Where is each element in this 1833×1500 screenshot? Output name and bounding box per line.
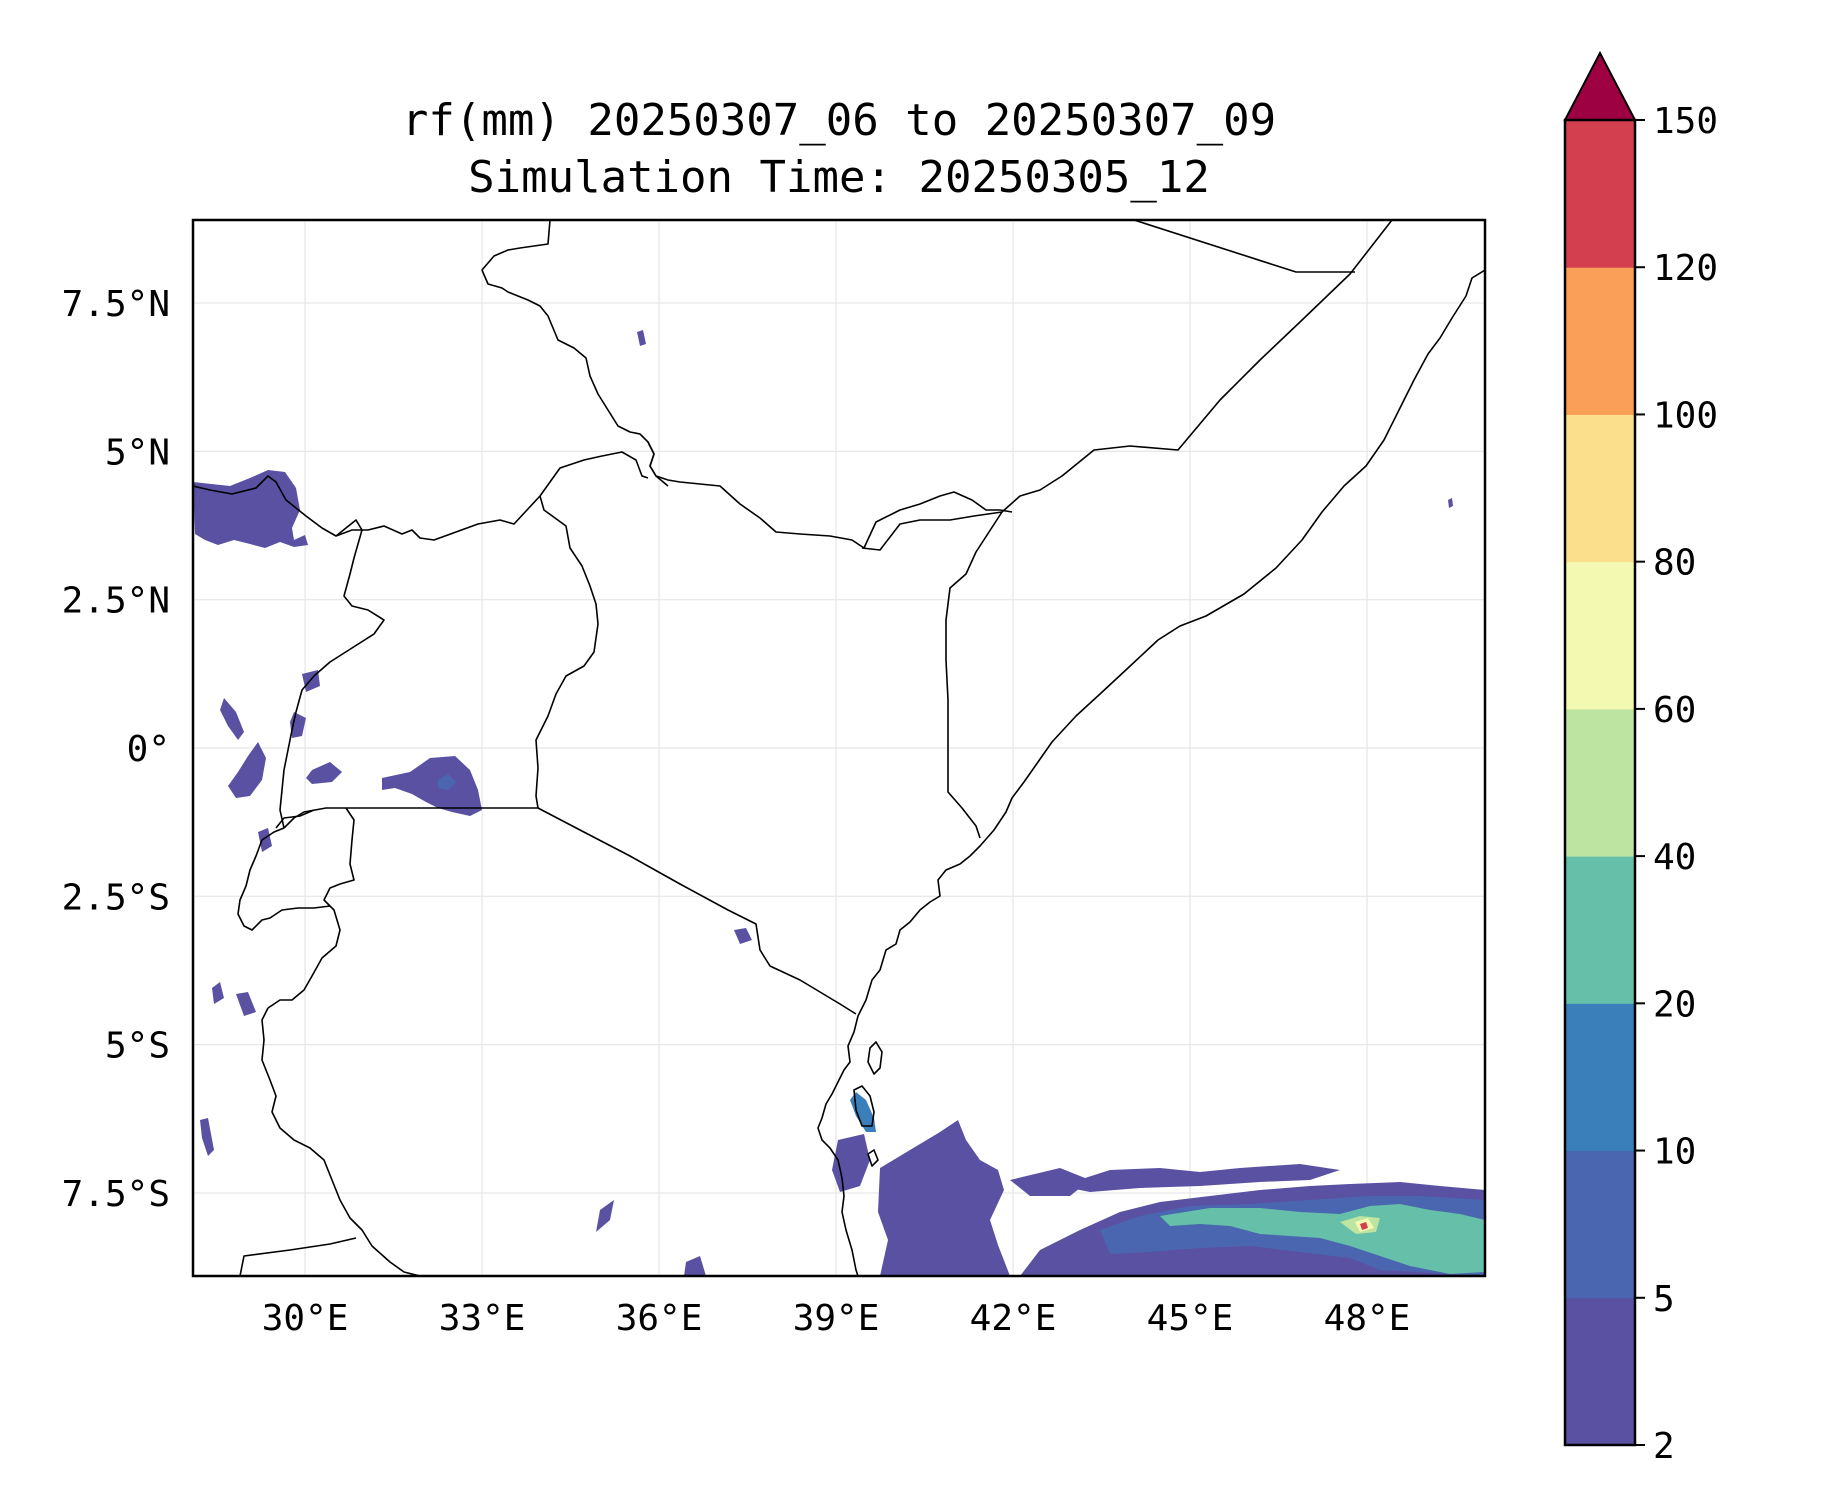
colorbar-segment bbox=[1565, 708, 1635, 857]
colorbar-tick-label: 20 bbox=[1653, 984, 1696, 1025]
colorbar-segment bbox=[1565, 1150, 1635, 1299]
rain-patch-band-peak bbox=[1360, 1222, 1368, 1230]
rain-patch-lake-victoria-core bbox=[438, 774, 456, 790]
colorbar-extend-arrow bbox=[1563, 50, 1637, 121]
colorbar-frame bbox=[1563, 118, 1637, 1447]
colorbar-segment bbox=[1565, 120, 1635, 268]
colorbar-segment bbox=[1565, 856, 1635, 1004]
rain-patch-band-teal bbox=[1160, 1204, 1485, 1274]
rain-patch-indian-ocean-mid bbox=[1010, 1168, 1090, 1196]
colorbar-segment bbox=[1565, 414, 1635, 563]
colorbar-tick-labels: 2 5 10 20 40 60 80 100 120 150 bbox=[1635, 101, 1718, 1467]
lon-tick-label: 45°E bbox=[1147, 1298, 1234, 1339]
border-somalia-north bbox=[1133, 220, 1355, 273]
map-title-line2: Simulation Time: 20250305_12 bbox=[468, 152, 1210, 203]
rain-patch-tanzania-central bbox=[596, 1200, 614, 1232]
border-ethiopia-somalia bbox=[1001, 220, 1393, 513]
rain-patch-uganda-west bbox=[306, 762, 342, 784]
border-kenya-ethiopia bbox=[861, 511, 1003, 551]
border-south-sudan-kenya-north bbox=[539, 451, 649, 497]
lat-tick-label: 7.5°N bbox=[62, 284, 170, 325]
colorbar-tick-label: 60 bbox=[1653, 690, 1696, 731]
border-south-sudan-west bbox=[193, 475, 541, 541]
rain-patch-drc-2 bbox=[228, 742, 266, 798]
lat-tick-label: 5°S bbox=[105, 1026, 170, 1067]
rain-patch-south-sudan bbox=[193, 470, 308, 548]
rain-patch-lake-victoria bbox=[382, 756, 482, 816]
colorbar-tick-label: 150 bbox=[1653, 101, 1718, 142]
latitude-tick-labels: 7.5°N 5°N 2.5°N 0° 2.5°S 5°S 7.5°S bbox=[62, 284, 170, 1215]
lon-tick-label: 42°E bbox=[970, 1298, 1057, 1339]
border-uganda-kenya bbox=[535, 495, 599, 809]
lon-tick-label: 36°E bbox=[616, 1298, 703, 1339]
border-south-sudan-north bbox=[481, 220, 669, 487]
rain-patch-kenya-coast-north bbox=[734, 928, 752, 944]
rain-patch-rwanda bbox=[258, 828, 272, 852]
colorbar-segment bbox=[1565, 1003, 1635, 1152]
rain-patch-ethiopia bbox=[637, 330, 646, 346]
colorbar-segment bbox=[1565, 561, 1635, 710]
colorbar: 2 5 10 20 40 60 80 100 120 150 bbox=[1563, 50, 1718, 1467]
gridlines bbox=[193, 220, 1485, 1276]
colorbar-segment bbox=[1565, 267, 1635, 415]
colorbar-segment bbox=[1565, 1297, 1635, 1446]
longitude-tick-labels: 30°E 33°E 36°E 39°E 42°E 45°E 48°E bbox=[262, 1298, 1411, 1339]
lat-tick-label: 2.5°N bbox=[62, 581, 170, 622]
colorbar-tick-label: 120 bbox=[1653, 248, 1718, 289]
rain-patch-indian-ocean-west bbox=[878, 1120, 1010, 1276]
colorbar-tick-label: 5 bbox=[1653, 1279, 1675, 1320]
rain-patch-drc-1 bbox=[220, 698, 244, 740]
colorbar-segments bbox=[1565, 120, 1635, 1446]
border-tanzania-zambia bbox=[239, 1237, 357, 1276]
island-mafia bbox=[867, 1149, 879, 1167]
border-drc-west-uganda-south bbox=[275, 809, 315, 829]
rain-patch-somalia-coast bbox=[1448, 498, 1453, 508]
colorbar-tick-label: 80 bbox=[1653, 543, 1696, 584]
colorbar-tick-label: 10 bbox=[1653, 1132, 1696, 1173]
map-frame bbox=[191, 218, 1487, 1278]
border-uganda-west bbox=[279, 519, 385, 829]
rainfall-patches bbox=[193, 330, 1485, 1276]
border-burundi-tanzania bbox=[261, 1007, 421, 1276]
lon-tick-label: 39°E bbox=[793, 1298, 880, 1339]
country-boundaries bbox=[193, 220, 1485, 1276]
border-south-sudan-ethiopia bbox=[647, 441, 1013, 549]
rain-patch-band-north-edge bbox=[1060, 1164, 1340, 1192]
rain-patch-lake-tanganyika-south bbox=[200, 1118, 214, 1156]
lat-tick-label: 7.5°S bbox=[62, 1174, 170, 1215]
border-kenya-somalia bbox=[945, 511, 1003, 839]
border-kenya-tanzania bbox=[537, 807, 857, 1015]
lat-tick-label: 2.5°S bbox=[62, 877, 170, 918]
lat-tick-label: 0° bbox=[127, 729, 170, 770]
border-drc-rwanda-burundi bbox=[267, 807, 355, 1009]
map-title-line1: rf(mm) 20250307_06 to 20250307_09 bbox=[402, 95, 1276, 146]
colorbar-tick-label: 100 bbox=[1653, 395, 1718, 436]
rain-patch-tanzania-west-2 bbox=[236, 992, 256, 1016]
colorbar-tick-label: 2 bbox=[1653, 1426, 1675, 1467]
island-zanzibar bbox=[867, 1041, 883, 1075]
island-pemba bbox=[853, 1085, 875, 1127]
lat-tick-label: 5°N bbox=[105, 432, 170, 473]
lon-tick-label: 48°E bbox=[1324, 1298, 1411, 1339]
map-panel bbox=[191, 218, 1487, 1278]
lon-tick-label: 33°E bbox=[439, 1298, 526, 1339]
lon-tick-label: 30°E bbox=[262, 1298, 349, 1339]
rain-patch-zanzibar bbox=[850, 1092, 876, 1132]
coastline-somalia bbox=[817, 269, 1485, 1276]
colorbar-tick-label: 40 bbox=[1653, 837, 1696, 878]
rain-patch-tanzania-south bbox=[684, 1256, 706, 1276]
rain-patch-tanzania-west-1 bbox=[212, 982, 224, 1004]
border-rwanda-burundi-inner bbox=[237, 827, 331, 931]
